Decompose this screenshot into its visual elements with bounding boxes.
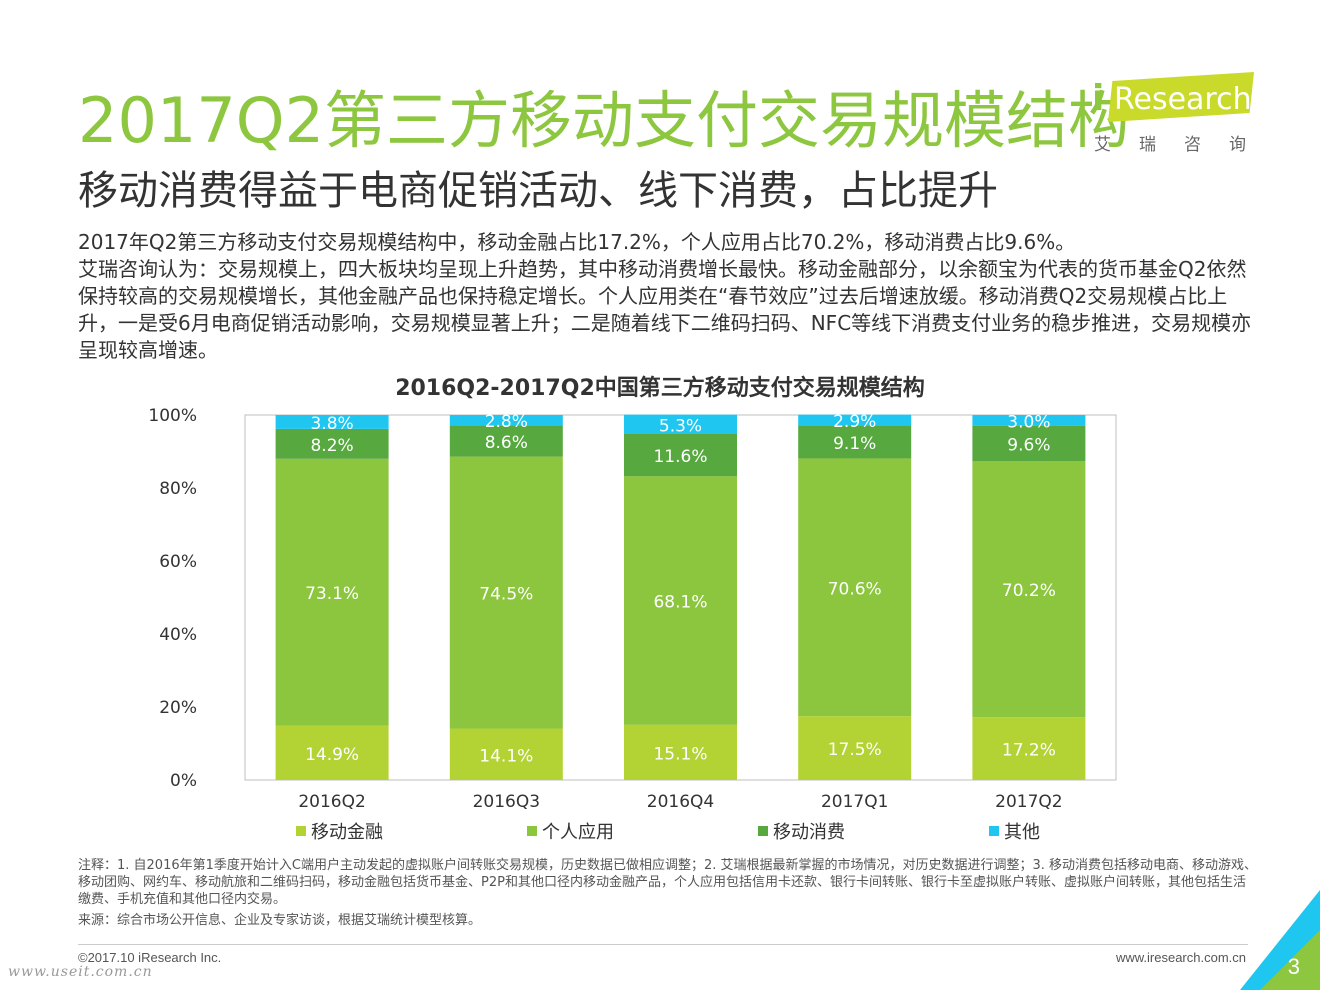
note-text: 注释：1. 自2016年第1季度开始计入C端用户主动发起的虚拟账户间转账交易规模… (78, 858, 1258, 907)
bar-segment (972, 460, 1086, 718)
legend-item-mobile-consumption: 移动消费 (758, 818, 845, 844)
bar-segment (624, 433, 737, 477)
bar-data-label: 8.2% (310, 436, 353, 456)
x-tick-label: 2017Q2 (995, 792, 1062, 812)
source-text: 来源：综合市场公开信息、企业及专家访谈，根据艾瑞统计模型核算。 (78, 913, 482, 928)
bar-segment (798, 425, 912, 459)
bar-segment (275, 458, 389, 726)
logo-cn: 艾瑞咨询 (1094, 135, 1274, 155)
stacked-bar-chart: 0% 20% 40% 60% 80% 100% 14.9% 73.1% 8.2%3.8% 2016… (148, 406, 1117, 812)
logo-text: Research (1114, 82, 1252, 117)
bar-data-label: 3.0% (1007, 412, 1050, 432)
bar-data-label: 74.5% (479, 585, 533, 605)
footer-divider (78, 944, 1248, 945)
bar-segment (798, 458, 912, 717)
summary-line-1: 2017年Q2第三方移动支付交易规模结构中，移动金融占比17.2%，个人应用占比… (78, 230, 1076, 254)
logo-i: i (1092, 78, 1105, 119)
bar-data-label: 14.1% (479, 746, 533, 766)
page-title: 2017Q2第三方移动支付交易规模结构 (78, 84, 1131, 157)
page-number: 3 (1287, 954, 1300, 979)
legend-item-mobile-finance: 移动金融 (296, 818, 383, 844)
iresearch-logo: i Research 艾瑞咨询 (1092, 68, 1262, 158)
bar-data-label: 2.8% (485, 412, 528, 432)
x-tick-label: 2017Q1 (821, 792, 888, 812)
bar-segment (624, 476, 737, 725)
corner-green-shape (1260, 930, 1320, 990)
bar-segment (624, 414, 737, 434)
y-tick-label: 20% (159, 698, 197, 718)
bar-data-label: 70.2% (1002, 581, 1056, 601)
bar-data-label: 11.6% (653, 447, 707, 467)
bar-data-label: 9.1% (833, 434, 876, 454)
bar-data-label: 8.6% (485, 433, 528, 453)
summary-text: 2017年Q2第三方移动支付交易规模结构中，移动金融占比17.2%，个人应用占比… (78, 229, 1258, 364)
legend-swatch (296, 826, 306, 836)
website-url: www.iresearch.com.cn (1115, 950, 1246, 965)
chart-notes: 注释：1. 自2016年第1季度开始计入C端用户主动发起的虚拟账户间转账交易规模… (78, 857, 1258, 929)
y-tick-label: 80% (159, 479, 197, 499)
bar-data-label: 17.2% (1002, 741, 1056, 761)
bar-segment (449, 456, 563, 729)
bar-data-label: 3.8% (310, 414, 353, 434)
copyright: ©2017.10 iResearch Inc. (78, 950, 222, 965)
legend-swatch (758, 826, 768, 836)
bar-data-label: 68.1% (653, 593, 707, 613)
y-tick-label: 100% (148, 406, 197, 426)
y-tick-label: 60% (159, 552, 197, 572)
bar-segment (624, 724, 737, 780)
legend-label: 其他 (1004, 822, 1040, 843)
legend-swatch (989, 826, 999, 836)
bar-data-label: 70.6% (828, 579, 882, 599)
bar-segment (798, 716, 912, 780)
bar-segment (798, 414, 912, 426)
bar-data-label: 2.9% (833, 412, 876, 432)
bar-segment (449, 415, 563, 426)
bar-data-label: 14.9% (305, 745, 359, 765)
logo-banner (1108, 72, 1254, 122)
chart-title: 2016Q2-2017Q2中国第三方移动支付交易规模结构 (395, 376, 925, 401)
x-tick-label: 2016Q3 (473, 792, 540, 812)
legend-item-personal-app: 个人应用 (527, 818, 614, 844)
corner-decoration (1240, 890, 1320, 990)
legend-label: 移动金融 (311, 822, 383, 843)
legend-item-other: 其他 (989, 818, 1040, 844)
bar-data-label: 17.5% (828, 740, 882, 760)
legend-label: 移动消费 (773, 822, 845, 843)
bar-segment (449, 425, 563, 457)
bar-segment (972, 415, 1086, 426)
watermark: www.useit.com.cn (8, 964, 153, 980)
bar-data-label: 5.3% (659, 416, 702, 436)
bar-data-label: 15.1% (653, 744, 707, 764)
chart-legend: 移动金融 个人应用 移动消费 其他 (0, 818, 1320, 844)
x-tick-label: 2016Q4 (647, 792, 714, 812)
legend-label: 个人应用 (542, 822, 614, 843)
bar-segment (275, 725, 389, 780)
bar-segment (275, 428, 389, 459)
bar-data-label: 9.6% (1007, 435, 1050, 455)
bar-segment (449, 728, 563, 780)
bar-data-label: 73.1% (305, 584, 359, 604)
bar-segment (972, 425, 1086, 461)
bar-segment (275, 415, 389, 429)
summary-line-2: 艾瑞咨询认为：交易规模上，四大板块均呈现上升趋势，其中移动消费增长最快。移动金融… (78, 257, 1252, 362)
page-subtitle: 移动消费得益于电商促销活动、线下消费，占比提升 (78, 168, 998, 214)
legend-swatch (527, 826, 537, 836)
y-tick-label: 0% (170, 771, 197, 791)
y-tick-label: 40% (159, 625, 197, 645)
bar-segment (972, 717, 1086, 780)
x-tick-label: 2016Q2 (298, 792, 365, 812)
